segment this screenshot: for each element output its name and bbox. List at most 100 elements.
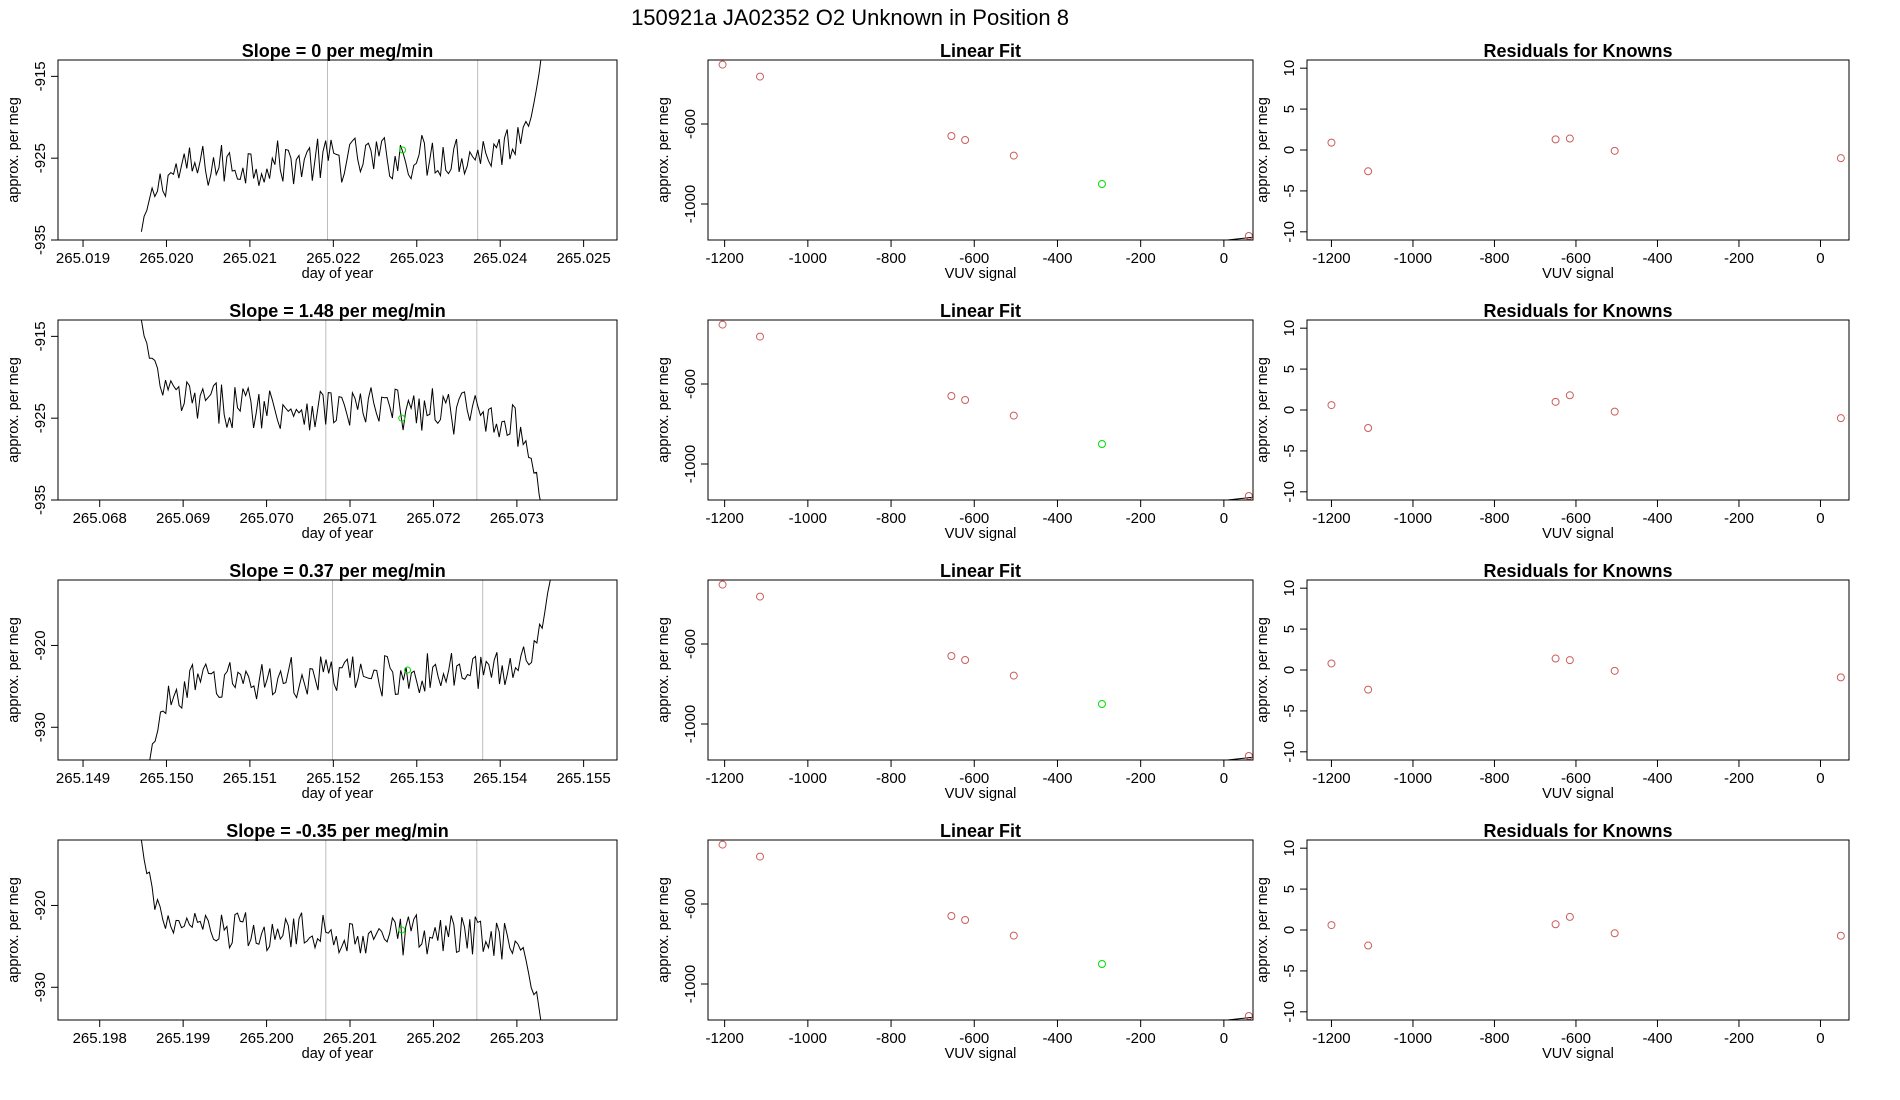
- y-tick-label: -915: [32, 321, 49, 351]
- y-tick-label: -1000: [682, 965, 699, 1003]
- x-tick-label: -1000: [1394, 510, 1432, 527]
- x-tick-label: -800: [876, 510, 906, 527]
- panel-time-series-row3: Slope = 0.37 per meg/min 265.149 265.150 26…: [6, 561, 618, 802]
- x-tick-label: 0: [1816, 510, 1824, 527]
- x-tick-label: -400: [1042, 250, 1072, 267]
- plot-area: [140, 60, 542, 240]
- x-tick-label: 0: [1220, 510, 1228, 527]
- x-tick-label: -1000: [789, 770, 827, 787]
- x-tick-label: -600: [959, 1030, 989, 1047]
- known-point: [756, 592, 765, 601]
- x-tick-label: 265.199: [156, 1030, 210, 1047]
- panel-title: Slope = 0 per meg/min: [242, 41, 434, 61]
- plot-frame: [1306, 839, 1850, 1021]
- x-axis-label: VUV signal: [1542, 1046, 1614, 1062]
- x-axis-label: day of year: [302, 786, 374, 802]
- x-tick-label: -400: [1642, 250, 1672, 267]
- y-tick-label: -935: [32, 485, 49, 515]
- x-tick-label: -800: [876, 1030, 906, 1047]
- x-axis-label: VUV signal: [945, 1046, 1017, 1062]
- x-tick-label: -400: [1042, 770, 1072, 787]
- residual-point: [1836, 931, 1845, 940]
- residual-point: [1364, 941, 1373, 950]
- known-point: [961, 136, 970, 144]
- panel-title: Linear Fit: [940, 301, 1021, 321]
- x-tick-label: -1200: [705, 770, 743, 787]
- panel-title: Linear Fit: [940, 41, 1021, 61]
- plot-frame: [57, 319, 618, 501]
- known-point: [718, 840, 727, 849]
- known-point: [718, 580, 727, 589]
- residual-point: [1364, 685, 1373, 694]
- y-tick-label: -915: [32, 61, 49, 91]
- x-tick-label: -200: [1126, 1030, 1156, 1047]
- x-tick-label: -800: [876, 250, 906, 267]
- x-tick-label: 265.070: [239, 510, 293, 527]
- y-axis-label: approx. per meg: [656, 357, 672, 463]
- y-axis-label: approx. per meg: [6, 877, 22, 983]
- y-tick-label: 0: [1281, 406, 1298, 414]
- x-tick-label: -1200: [1312, 1030, 1350, 1047]
- x-tick-label: 0: [1220, 1030, 1228, 1047]
- x-tick-label: -800: [1479, 250, 1509, 267]
- x-tick-label: 265.072: [406, 510, 460, 527]
- x-tick-label: -400: [1042, 510, 1072, 527]
- plot-frame: [707, 839, 1254, 1021]
- panel-title: Linear Fit: [940, 561, 1021, 581]
- x-axis-label: day of year: [302, 526, 374, 542]
- plot-frame: [707, 319, 1254, 501]
- x-axis-label: VUV signal: [945, 266, 1017, 282]
- plot-area: [718, 60, 1253, 240]
- x-tick-label: -200: [1724, 510, 1754, 527]
- known-point: [947, 652, 956, 660]
- x-tick-label: -200: [1126, 250, 1156, 267]
- residual-point: [1364, 167, 1373, 176]
- known-point: [961, 656, 970, 664]
- y-tick-label: -5: [1281, 444, 1298, 457]
- panel-title: Residuals for Knowns: [1483, 41, 1672, 61]
- x-tick-label: -200: [1126, 510, 1156, 527]
- y-tick-label: -925: [32, 143, 49, 173]
- residual-point: [1327, 401, 1336, 410]
- y-tick-label: 0: [1281, 666, 1298, 674]
- x-tick-label: -600: [1561, 510, 1591, 527]
- y-axis-label: approx. per meg: [1255, 357, 1271, 463]
- y-tick-label: 10: [1281, 60, 1298, 77]
- x-tick-label: -1200: [1312, 770, 1350, 787]
- unknown-marker: [399, 146, 407, 154]
- x-axis-label: VUV signal: [1542, 266, 1614, 282]
- y-tick-label: -10: [1281, 741, 1298, 763]
- panel-residuals-row1: Residuals for Knowns-1200 -1000 -800 -600 -4…: [1255, 41, 1850, 282]
- x-tick-label: -800: [1479, 770, 1509, 787]
- plot-frame: [1306, 579, 1850, 761]
- x-tick-label: -1000: [789, 250, 827, 267]
- plot-frame: [707, 579, 1254, 761]
- x-tick-label: 265.202: [406, 1030, 460, 1047]
- panel-title: Residuals for Knowns: [1483, 301, 1672, 321]
- plot-frame: [57, 579, 618, 761]
- y-tick-label: -5: [1281, 184, 1298, 197]
- y-axis-label: approx. per meg: [656, 97, 672, 203]
- panel-residuals-row4: Residuals for Knowns-1200 -1000 -800 -600 -4…: [1255, 821, 1850, 1062]
- y-tick-label: -935: [32, 225, 49, 255]
- x-tick-label: 0: [1220, 250, 1228, 267]
- residual-point: [1327, 138, 1336, 147]
- x-tick-label: -200: [1724, 770, 1754, 787]
- known-point: [718, 320, 727, 329]
- plot-area: [1327, 134, 1845, 176]
- residual-point: [1836, 673, 1845, 682]
- plot-area: [140, 320, 541, 500]
- x-axis-label: day of year: [302, 266, 374, 282]
- residual-point: [1565, 912, 1574, 921]
- plot-area: [1327, 654, 1845, 694]
- residual-point: [1610, 407, 1619, 416]
- plot-area: [140, 840, 542, 1020]
- known-point: [1009, 931, 1018, 940]
- x-tick-label: 265.023: [390, 250, 444, 267]
- panel-time-series-row4: Slope = -0.35 per meg/min 265.198 265.199 2…: [6, 821, 618, 1062]
- known-point: [947, 392, 956, 400]
- x-axis-label: day of year: [302, 1046, 374, 1062]
- x-tick-label: 265.150: [139, 770, 193, 787]
- x-tick-label: -1200: [705, 1030, 743, 1047]
- y-tick-label: -600: [682, 889, 699, 919]
